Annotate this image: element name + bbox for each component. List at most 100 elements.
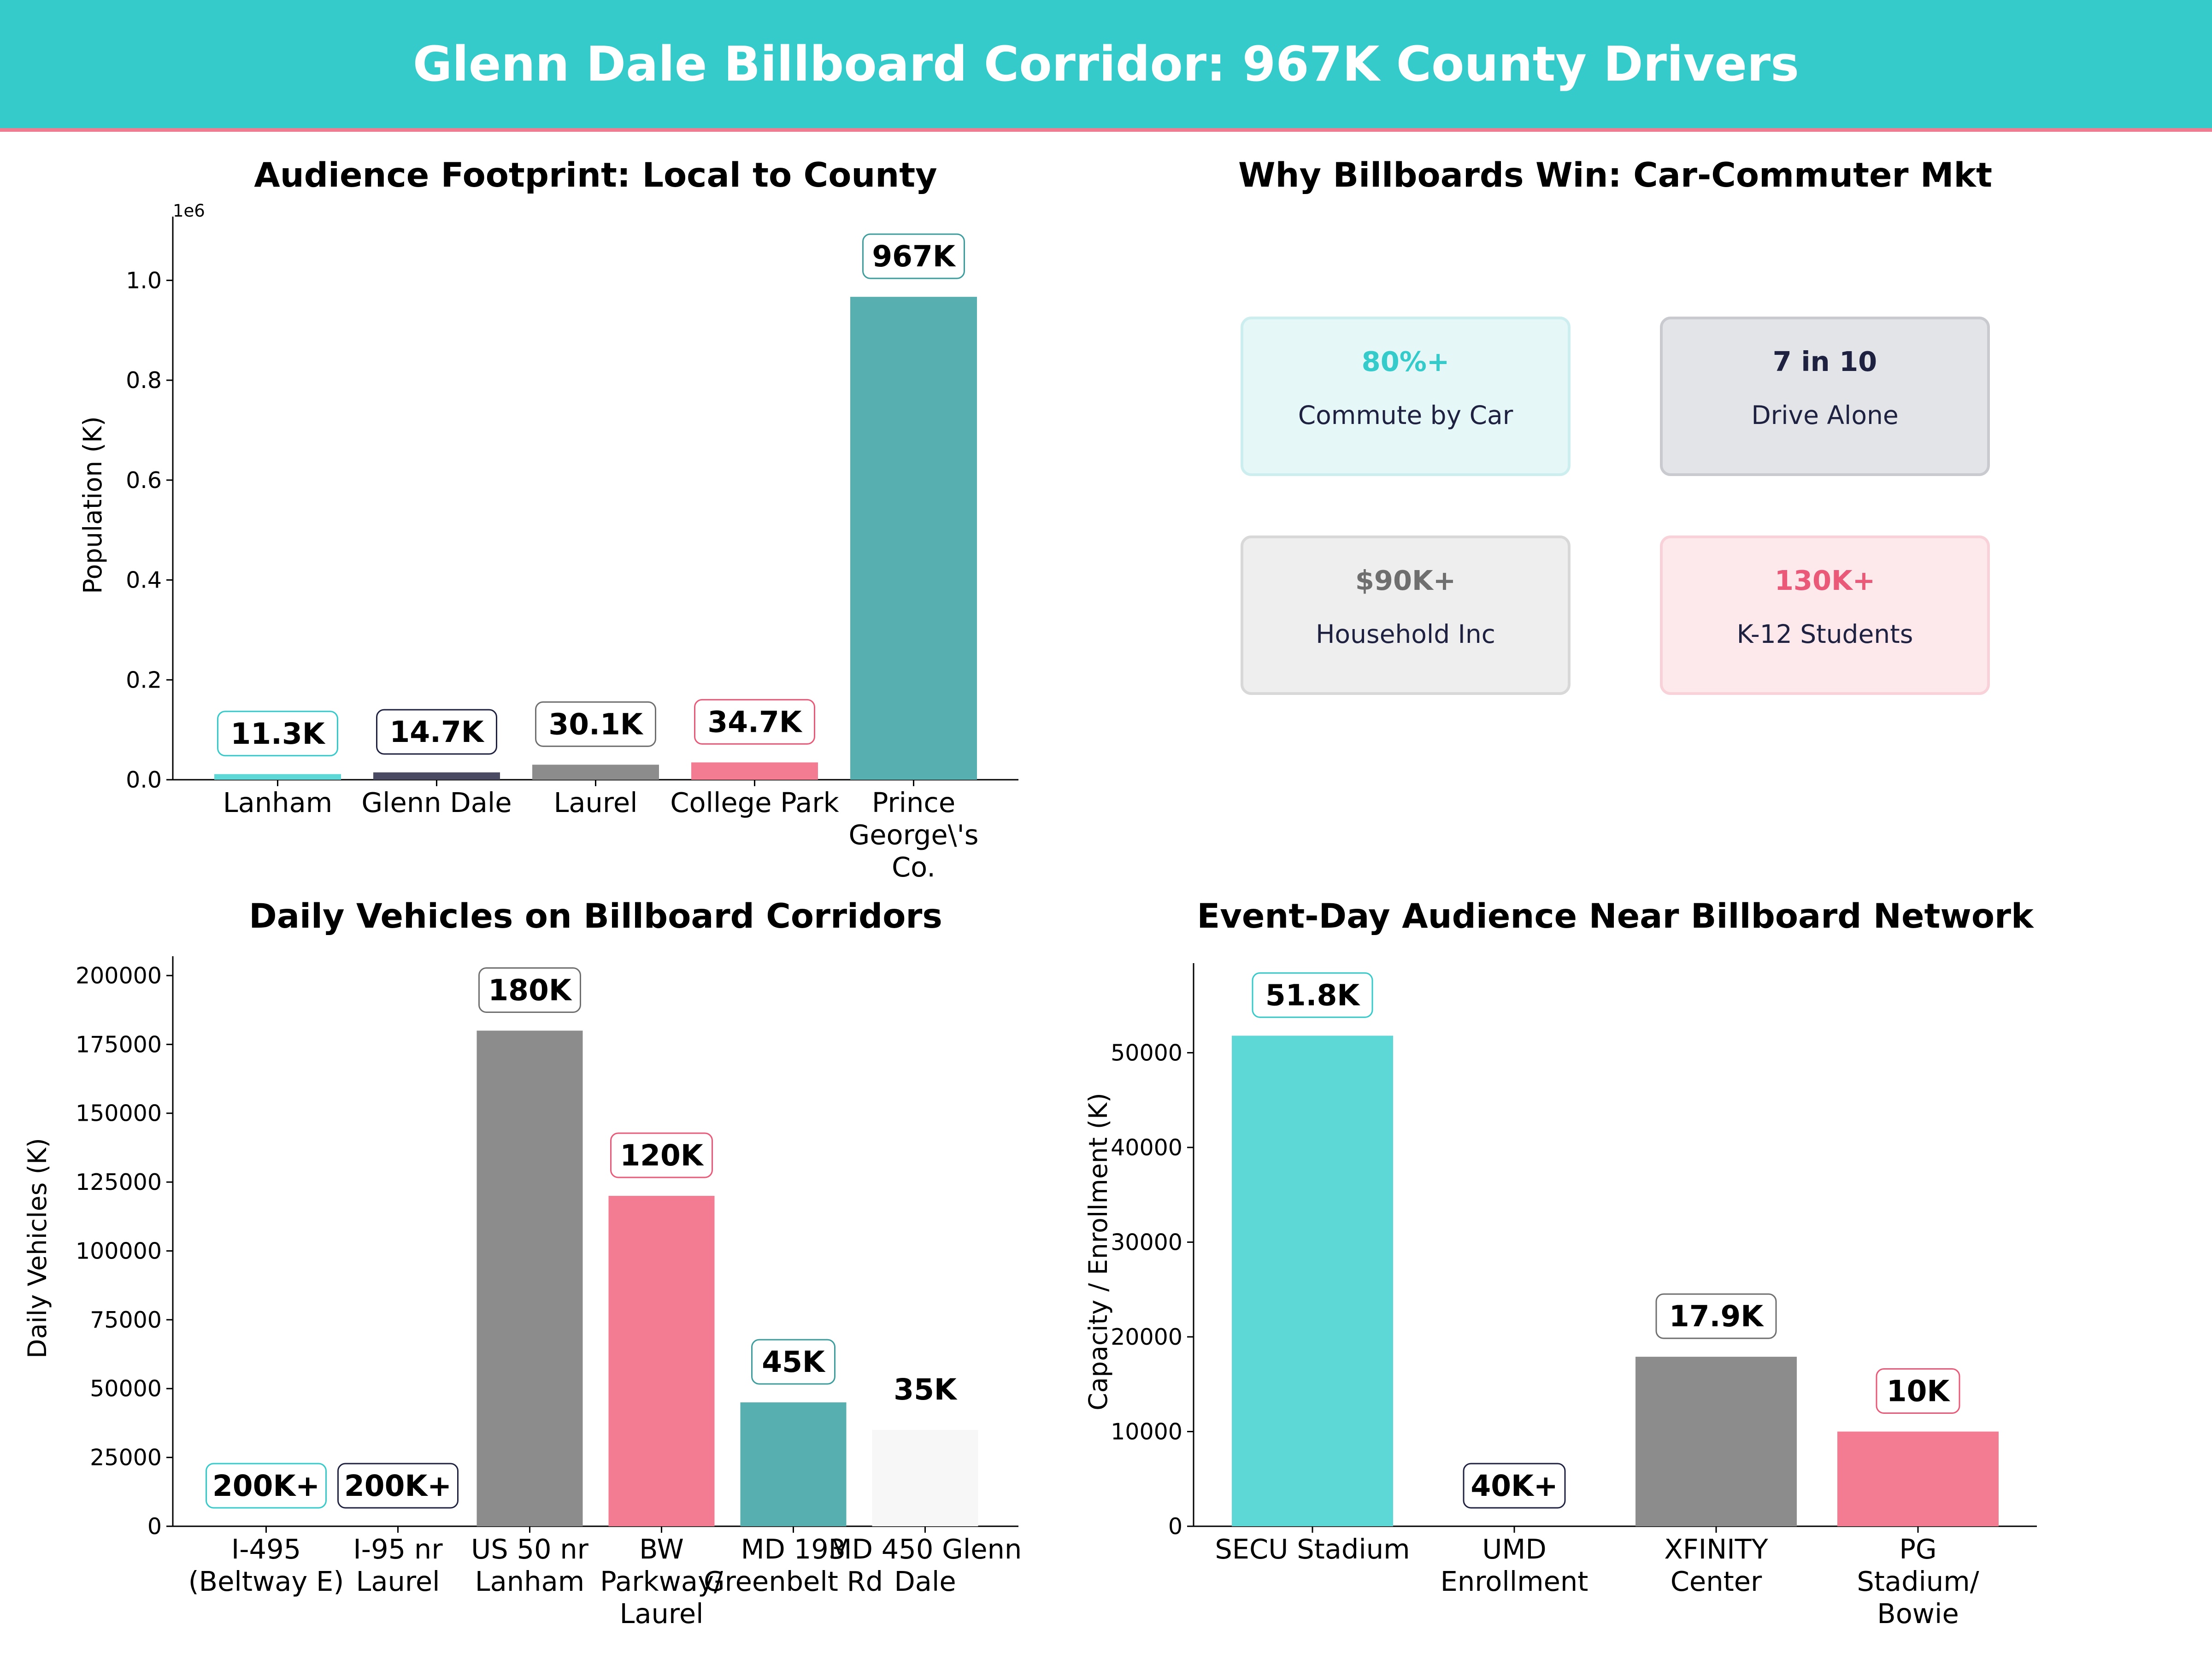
y-tick-label: 20000 (1111, 1324, 1182, 1350)
y-tick-label: 25000 (90, 1445, 162, 1471)
bar (477, 1030, 583, 1526)
x-tick-label: Prince George\'s Co. (849, 787, 979, 883)
chart-title: Audience Footprint: Local to County (254, 156, 937, 195)
bar (373, 772, 500, 780)
bar (740, 1402, 847, 1526)
y-tick-label: 0 (1168, 1513, 1182, 1540)
x-tick-label: BW Parkway/Laurel (600, 1533, 723, 1630)
kpi-card: 130K+ K-12 Students (1660, 535, 1990, 695)
kpi-value: 7 in 10 (1773, 346, 1877, 377)
bar (850, 297, 977, 780)
data-label-box (1655, 1293, 1777, 1339)
x-tick-label: Laurel (553, 787, 637, 818)
kpi-card-background (1660, 317, 1990, 476)
kpi-card-background (1660, 535, 1990, 695)
x-tick-label: UMD Enrollment (1441, 1533, 1588, 1597)
y-tick-label: 0.8 (126, 367, 162, 394)
x-tick-label: College Park (670, 787, 839, 818)
kpi-label: Household Inc (1316, 619, 1495, 649)
title-banner: Glenn Dale Billboard Corridor: 967K Coun… (0, 0, 2212, 132)
data-label-box (862, 233, 965, 279)
y-tick-label: 50000 (90, 1376, 162, 1402)
data-label-box (535, 701, 656, 747)
y-axis-label: Capacity / Enrollment (K) (1083, 1093, 1113, 1410)
kpi-card-background (1241, 317, 1571, 476)
data-label: 180K (488, 973, 572, 1007)
x-tick-label: Lanham (223, 787, 332, 818)
y-axis-label: Population (K) (78, 416, 107, 594)
data-label-box (478, 967, 581, 1013)
kpi-panel: Why Billboards Win: Car-Commuter Mkt 80%+… (1238, 156, 1992, 695)
x-tick-label: MD 193 Greenbelt Rd (704, 1533, 883, 1597)
data-label-box (337, 1463, 459, 1509)
data-label: 17.9K (1669, 1300, 1764, 1333)
x-tick-label: US 50 nr Lanham (471, 1533, 589, 1597)
kpi-value: 130K+ (1775, 565, 1875, 596)
y-tick-label: 10000 (1111, 1418, 1182, 1445)
y-tick-label: 75000 (90, 1307, 162, 1333)
data-label: 51.8K (1265, 978, 1360, 1012)
axis-offset-label: 1e6 (173, 201, 205, 221)
kpi-label: Drive Alone (1751, 400, 1898, 430)
y-tick-label: 0.4 (126, 567, 162, 594)
x-tick-label: I-95 nr Laurel (353, 1533, 443, 1597)
kpi-card: 80%+ Commute by Car (1241, 317, 1571, 476)
data-label: 200K+ (212, 1469, 320, 1503)
data-label: 10K (1887, 1374, 1951, 1408)
bar (532, 765, 659, 780)
data-label: 40K+ (1471, 1469, 1558, 1503)
y-tick-label: 50000 (1111, 1040, 1182, 1066)
x-tick-label: SECU Stadium (1215, 1533, 1410, 1565)
kpi-card: $90K+ Household Inc (1241, 535, 1571, 695)
bar (608, 1195, 715, 1526)
data-label-box (217, 711, 338, 757)
data-label-box (610, 1132, 713, 1178)
kpi-value: $90K+ (1355, 565, 1456, 596)
x-tick-label: MD 450 Glenn Dale (829, 1533, 1022, 1597)
chart-title: Event-Day Audience Near Billboard Networ… (1197, 897, 2034, 936)
data-label: 34.7K (707, 705, 802, 739)
kpi-value: 80%+ (1362, 346, 1450, 377)
event-day-audience-chart: Event-Day Audience Near Billboard Networ… (1083, 897, 2037, 1630)
bar (1232, 1035, 1393, 1526)
data-label: 30.1K (548, 707, 643, 741)
kpi-label: Commute by Car (1298, 400, 1513, 430)
kpi-panel-title: Why Billboards Win: Car-Commuter Mkt (1238, 156, 1992, 195)
x-tick-label: XFINITY Center (1664, 1533, 1768, 1597)
audience-footprint-chart: Audience Footprint: Local to County 0.0 0.… (78, 156, 1018, 883)
y-tick-label: 125000 (76, 1169, 162, 1195)
data-label-box (1252, 972, 1373, 1018)
x-tick-label: I-495 (Beltway E) (188, 1533, 344, 1597)
daily-vehicles-chart: Daily Vehicles on Billboard Corridors 0 25… (23, 897, 1022, 1630)
data-label-box (751, 1339, 835, 1385)
y-tick-label: 175000 (76, 1031, 162, 1058)
data-label-box (1463, 1463, 1566, 1509)
x-tick-label: Glenn Dale (361, 787, 512, 818)
y-tick-label: 30000 (1111, 1229, 1182, 1255)
y-tick-label: 40000 (1111, 1135, 1182, 1161)
data-label-box (1876, 1368, 1960, 1414)
data-label-box (883, 1366, 967, 1412)
y-tick-label: 200000 (76, 963, 162, 989)
bar (214, 774, 341, 780)
data-label: 14.7K (389, 715, 484, 749)
x-tick-label: PG Stadium/Bowie (1857, 1533, 1979, 1630)
data-label-box (694, 699, 815, 745)
y-tick-label: 0.0 (126, 767, 162, 793)
y-axis-label: Daily Vehicles (K) (23, 1138, 52, 1358)
kpi-label: K-12 Students (1737, 619, 1913, 649)
data-label-box (376, 709, 497, 755)
bar (1635, 1357, 1797, 1526)
y-tick-label: 0.6 (126, 467, 162, 494)
y-tick-label: 0 (147, 1513, 162, 1540)
data-label: 11.3K (230, 717, 325, 751)
page-title: Glenn Dale Billboard Corridor: 967K Coun… (412, 36, 1800, 92)
y-tick-label: 1.0 (126, 267, 162, 294)
kpi-card-background (1241, 535, 1571, 695)
bar (872, 1430, 978, 1526)
data-label: 45K (762, 1345, 826, 1379)
bar (1837, 1431, 1999, 1526)
kpi-card: 7 in 10 Drive Alone (1660, 317, 1990, 476)
y-tick-label: 0.2 (126, 667, 162, 693)
y-tick-label: 150000 (76, 1100, 162, 1127)
